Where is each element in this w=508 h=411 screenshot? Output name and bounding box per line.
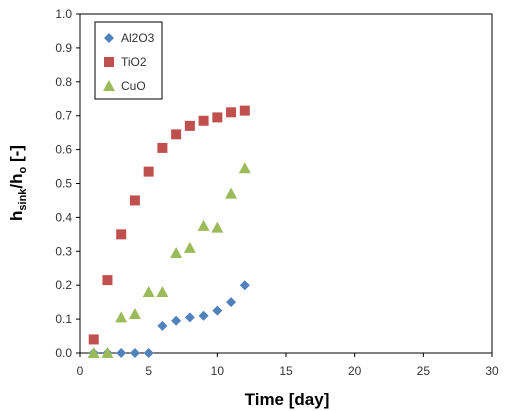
x-axis-title: Time [day] bbox=[245, 390, 330, 409]
data-point-cuo bbox=[115, 311, 128, 323]
data-point-al2o3 bbox=[129, 348, 140, 358]
y-axis-title: hsink/ho [-] bbox=[7, 145, 29, 221]
data-point-cuo bbox=[142, 285, 155, 297]
series-al2o3 bbox=[88, 280, 250, 358]
data-point-al2o3 bbox=[171, 315, 182, 326]
x-axis: 0 5 10 15 20 25 30 bbox=[77, 353, 499, 378]
data-point-al2o3 bbox=[184, 312, 195, 323]
y-axis-title-sub2: o bbox=[17, 166, 29, 173]
y-axis: 0.0 0.1 0.2 0.3 0.4 0.5 0.6 0.7 0.8 0.9 1.0 bbox=[55, 7, 80, 360]
data-point-tio2 bbox=[212, 112, 223, 123]
y-tick-label: 0.6 bbox=[55, 143, 72, 157]
x-tick-label: 0 bbox=[77, 364, 84, 378]
data-point-al2o3 bbox=[157, 320, 168, 331]
data-point-al2o3 bbox=[143, 348, 154, 358]
legend-marker-al2o3 bbox=[104, 33, 114, 43]
y-axis-title-main: h bbox=[7, 211, 26, 221]
legend-marker-tio2 bbox=[104, 57, 114, 67]
data-point-cuo bbox=[128, 308, 141, 320]
data-point-cuo bbox=[197, 219, 210, 231]
data-point-tio2 bbox=[198, 115, 209, 126]
data-point-al2o3 bbox=[198, 310, 209, 321]
y-axis-title-sub1: sink bbox=[17, 188, 29, 211]
legend-label-al2o3: Al2O3 bbox=[121, 31, 155, 45]
data-point-cuo bbox=[183, 241, 196, 253]
data-point-cuo bbox=[156, 285, 169, 297]
series-tio2 bbox=[88, 105, 250, 345]
data-point-cuo bbox=[170, 246, 183, 258]
data-point-tio2 bbox=[239, 105, 250, 116]
data-point-al2o3 bbox=[239, 280, 250, 291]
y-tick-label: 0.8 bbox=[55, 75, 72, 89]
y-tick-label: 0.5 bbox=[55, 177, 72, 191]
data-point-tio2 bbox=[116, 229, 127, 240]
y-tick-label: 1.0 bbox=[55, 7, 72, 21]
data-point-tio2 bbox=[226, 107, 237, 118]
data-point-cuo bbox=[211, 221, 224, 233]
data-point-tio2 bbox=[157, 142, 168, 153]
data-point-tio2 bbox=[129, 195, 140, 206]
data-point-tio2 bbox=[143, 166, 154, 177]
data-point-al2o3 bbox=[226, 297, 237, 308]
data-point-cuo bbox=[87, 347, 100, 358]
legend-marker-cuo bbox=[103, 80, 115, 91]
data-point-tio2 bbox=[102, 275, 113, 286]
y-tick-label: 0.7 bbox=[55, 109, 72, 123]
y-tick-label: 0.0 bbox=[55, 346, 72, 360]
legend: Al2O3 TiO2 CuO bbox=[94, 21, 163, 100]
y-tick-label: 0.1 bbox=[55, 312, 72, 326]
data-point-al2o3 bbox=[116, 348, 127, 358]
data-point-tio2 bbox=[184, 120, 195, 131]
x-tick-label: 25 bbox=[417, 364, 431, 378]
x-tick-label: 15 bbox=[279, 364, 293, 378]
data-point-al2o3 bbox=[212, 305, 223, 316]
data-point-cuo bbox=[225, 187, 238, 199]
series-cuo bbox=[87, 162, 251, 358]
legend-label-tio2: TiO2 bbox=[121, 55, 147, 69]
data-point-tio2 bbox=[88, 334, 99, 345]
data-point-tio2 bbox=[171, 129, 182, 140]
data-points bbox=[87, 105, 251, 358]
y-tick-label: 0.9 bbox=[55, 41, 72, 55]
y-tick-label: 0.2 bbox=[55, 278, 72, 292]
data-point-cuo bbox=[101, 347, 114, 358]
y-axis-title-mid: /h bbox=[7, 173, 26, 188]
x-tick-label: 20 bbox=[348, 364, 362, 378]
y-tick-label: 0.3 bbox=[55, 244, 72, 258]
legend-label-cuo: CuO bbox=[121, 79, 146, 93]
y-axis-title-tail: [-] bbox=[7, 145, 26, 167]
x-tick-label: 30 bbox=[485, 364, 499, 378]
x-tick-label: 10 bbox=[211, 364, 225, 378]
data-point-cuo bbox=[238, 162, 251, 174]
y-tick-label: 0.4 bbox=[55, 210, 72, 224]
x-tick-label: 5 bbox=[145, 364, 152, 378]
